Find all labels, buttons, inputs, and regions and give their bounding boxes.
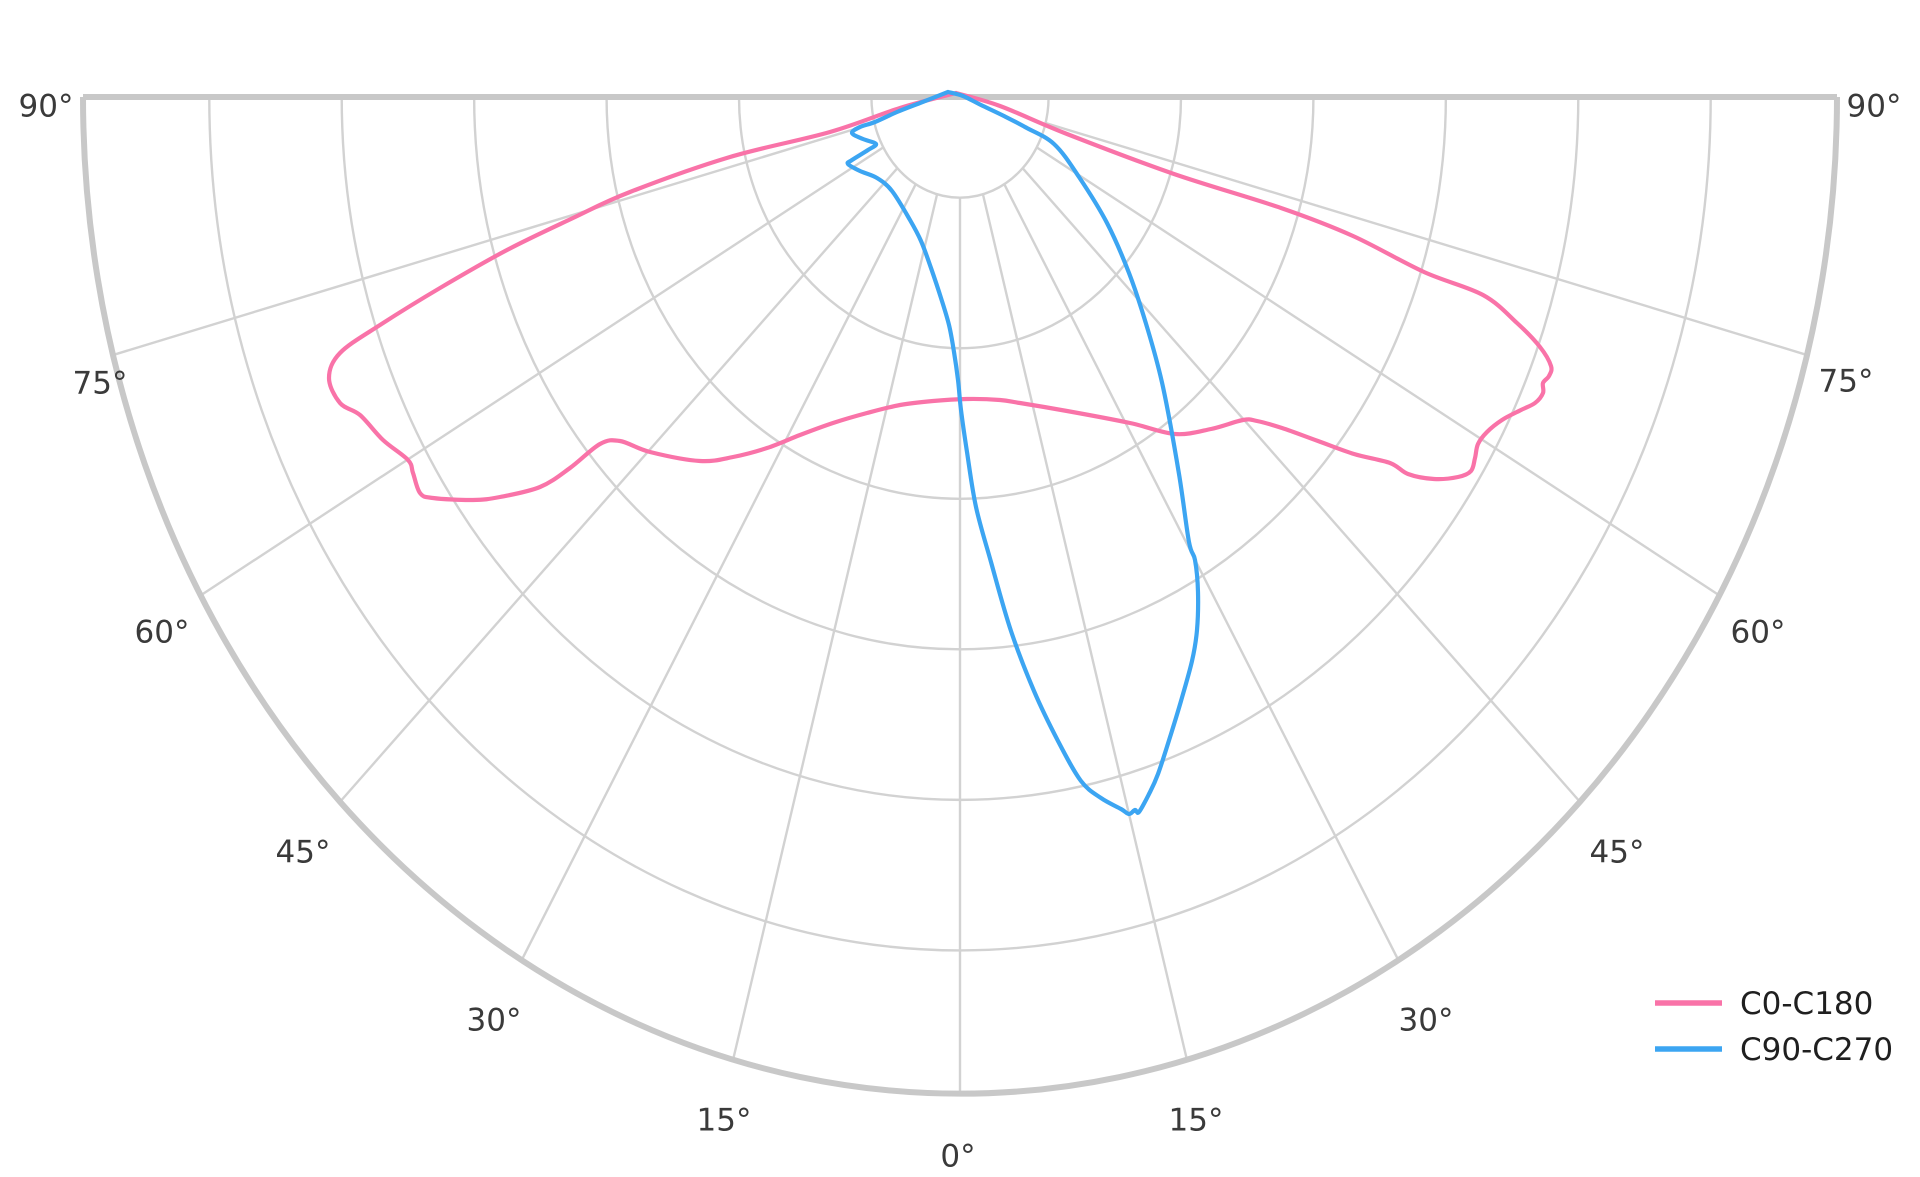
- angle-label-left-90: 90°: [19, 89, 74, 125]
- curve-c0-c180: [326, 90, 1554, 503]
- grid-spoke: [731, 193, 939, 1061]
- angle-label-left-30: 30°: [467, 1003, 522, 1039]
- grid-spoke: [199, 146, 884, 597]
- angle-label-right-30: 30°: [1399, 1003, 1454, 1039]
- legend-label-c0-c180: C0-C180: [1740, 986, 1873, 1022]
- angle-label-right-90: 90°: [1847, 89, 1902, 125]
- angle-label-left-45: 45°: [276, 835, 331, 871]
- angle-label-right-75: 75°: [1819, 364, 1874, 400]
- chart-legend: C0-C180 C90-C270: [1655, 986, 1893, 1068]
- angle-label-center-0: 0°: [940, 1139, 975, 1175]
- angle-label-left-15: 15°: [697, 1103, 752, 1139]
- grid-spoke: [520, 183, 917, 961]
- grid-spoke: [1003, 183, 1400, 961]
- curve-c90-c270: [845, 89, 1201, 817]
- angle-label-left-60: 60°: [135, 615, 190, 651]
- angle-tick-labels: 90° 75° 60° 45° 30° 15° 0° 15° 30° 45° 60° 75° 90°: [19, 89, 1902, 1175]
- grid-spoke: [1036, 146, 1721, 597]
- grid-spoke: [1021, 167, 1582, 803]
- angle-label-left-75: 75°: [73, 366, 128, 402]
- angle-label-right-60: 60°: [1731, 615, 1786, 651]
- grid-spoke: [1045, 121, 1808, 357]
- grid-spoke: [981, 193, 1189, 1061]
- grid-spoke: [112, 121, 875, 357]
- angle-label-right-45: 45°: [1590, 835, 1645, 871]
- grid-spoke: [338, 167, 899, 803]
- legend-label-c90-c270: C90-C270: [1740, 1032, 1893, 1068]
- angle-label-right-15: 15°: [1169, 1103, 1224, 1139]
- polar-grid: [80, 96, 1840, 1097]
- distribution-curves: [326, 89, 1554, 817]
- outer-rim: [80, 96, 1840, 1097]
